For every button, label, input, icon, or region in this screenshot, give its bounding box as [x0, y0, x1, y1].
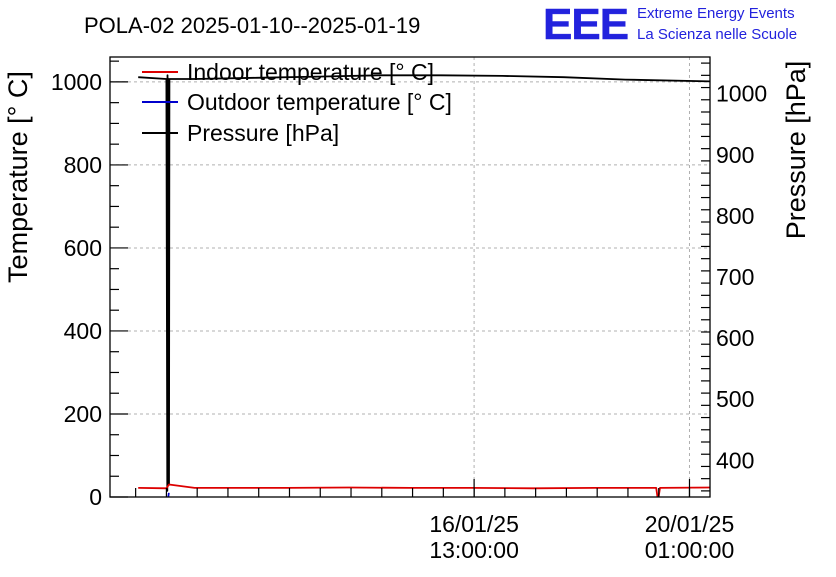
y-tick-label: 400: [64, 318, 102, 344]
x-tick-label-date: 20/01/25: [645, 511, 735, 537]
y-tick-label: 0: [89, 484, 102, 510]
legend-label: Indoor temperature [° C]: [187, 59, 434, 85]
y-tick-label: 200: [64, 401, 102, 427]
left-axis: 0 200 400 600 800 1000: [51, 60, 128, 510]
series-line-pressure-hpa: [138, 74, 711, 492]
x-tick-label-time: 13:00:00: [429, 537, 519, 563]
x-tick-label-date: 16/01/25: [429, 511, 519, 537]
y-tick-label: 600: [64, 235, 102, 261]
logo-line-1: Extreme Energy Events: [637, 5, 795, 22]
y2-axis-label: Pressure [hPa]: [781, 61, 811, 240]
plot-frame: [109, 56, 711, 498]
y2-tick-label: 500: [716, 386, 754, 412]
y2-tick-label: 400: [716, 447, 754, 473]
y2-tick-label: 700: [716, 264, 754, 290]
legend-label: Pressure [hPa]: [187, 120, 339, 146]
grid-lines: [110, 57, 710, 497]
x-tick-label-time: 01:00:00: [645, 537, 735, 563]
eee-logo: EEE Extreme Energy Events La Scienza nel…: [543, 0, 797, 49]
legend-label: Outdoor temperature [° C]: [187, 89, 452, 115]
series-line-outdoor-temperature-c: [167, 492, 170, 498]
legend: Indoor temperature [° C] Outdoor temperat…: [142, 59, 452, 146]
y2-tick-label: 600: [716, 325, 754, 351]
y2-tick-label: 800: [716, 203, 754, 229]
logo-line-2: La Scienza nelle Scuole: [637, 26, 797, 43]
right-axis: 400 500 600 700 800 900 1000: [701, 62, 767, 492]
y2-tick-label: 1000: [716, 81, 767, 107]
y-tick-label: 1000: [51, 69, 102, 95]
y-axis-label: Temperature [° C]: [3, 71, 33, 283]
chart-title: POLA-02 2025-01-10--2025-01-19: [84, 13, 420, 38]
y2-tick-label: 900: [716, 142, 754, 168]
eee-logo-mark: EEE: [543, 0, 628, 49]
y-tick-label: 800: [64, 152, 102, 178]
